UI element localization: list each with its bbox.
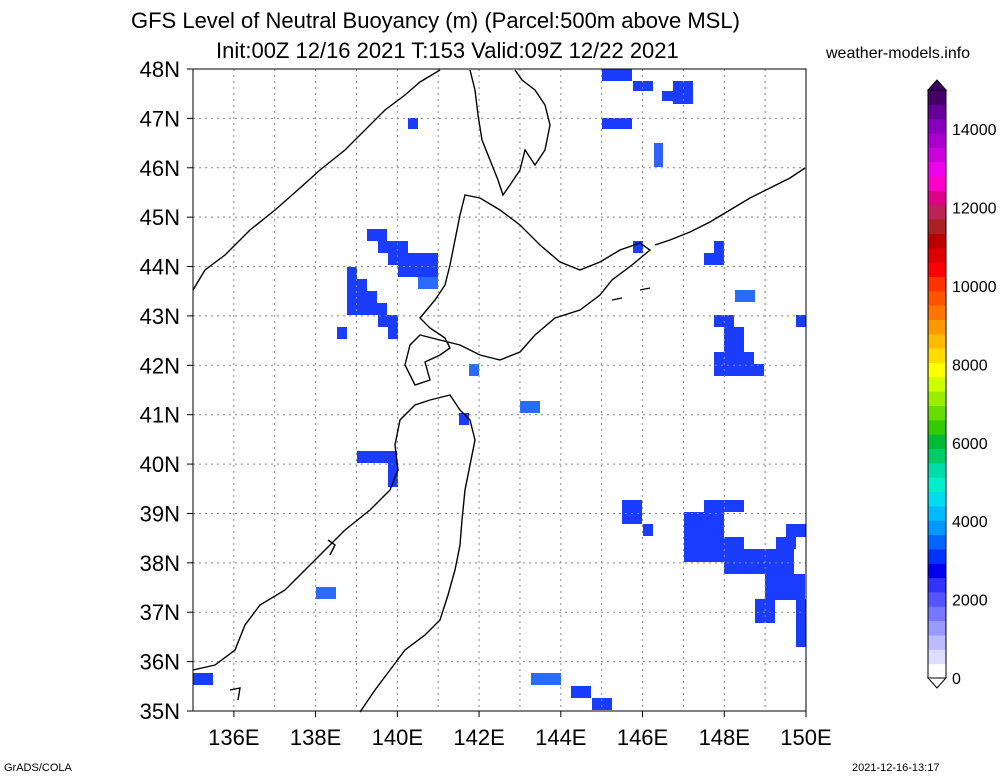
lat-label-48N: 48N	[140, 57, 180, 82]
lat-label-35N: 35N	[140, 699, 180, 724]
lat-label-36N: 36N	[140, 650, 180, 675]
map-gridlines	[193, 69, 806, 711]
lat-label-42N: 42N	[140, 353, 180, 378]
latitude-labels: 48N 47N 46N 45N 44N 43N 42N 41N 40N 39N 38N 37N 36N 3…	[140, 57, 193, 724]
lon-label-146E: 146E	[617, 725, 668, 750]
lon-label-140E: 140E	[372, 725, 423, 750]
lon-label-136E: 136E	[208, 725, 259, 750]
colorbar-label-14000: 14000	[952, 122, 997, 139]
lat-label-43N: 43N	[140, 304, 180, 329]
longitude-labels: 136E 138E 140E 142E 144E 146E 148E 150E	[208, 711, 832, 750]
lon-label-138E: 138E	[290, 725, 341, 750]
colorbar-label-0: 0	[952, 671, 961, 688]
lat-label-40N: 40N	[140, 452, 180, 477]
lon-label-150E: 150E	[780, 725, 831, 750]
footer-timestamp: 2021-12-16-13:17	[852, 762, 940, 774]
lat-label-37N: 37N	[140, 600, 180, 625]
colorbar-label-2000: 2000	[952, 593, 988, 610]
footer-credit: GrADS/COLA	[4, 762, 72, 774]
lat-label-38N: 38N	[140, 551, 180, 576]
lon-label-148E: 148E	[699, 725, 750, 750]
colorbar-label-10000: 10000	[952, 279, 997, 296]
lat-label-44N: 44N	[140, 255, 180, 280]
lon-label-144E: 144E	[535, 725, 586, 750]
map-frame	[192, 68, 807, 712]
lon-label-142E: 142E	[453, 725, 504, 750]
lat-label-46N: 46N	[140, 156, 180, 181]
colorbar-labels: 0 2000 4000 6000 8000 10000 12000 14000	[952, 122, 997, 688]
chart-title-line2: Init:00Z 12/16 2021 T:153 Valid:09Z 12/2…	[216, 38, 679, 63]
colorbar-label-12000: 12000	[952, 201, 997, 218]
chart-title-line1: GFS Level of Neutral Buoyancy (m) (Parce…	[131, 8, 740, 33]
colorbar-label-8000: 8000	[952, 357, 988, 374]
lat-label-41N: 41N	[140, 403, 180, 428]
lat-label-47N: 47N	[140, 106, 180, 131]
lat-label-39N: 39N	[140, 501, 180, 526]
coastlines	[192, 69, 806, 713]
site-credit: weather-models.info	[826, 45, 971, 62]
buoyancy-field	[193, 69, 806, 710]
lat-label-45N: 45N	[140, 205, 180, 230]
colorbar-label-6000: 6000	[952, 436, 988, 453]
colorbar	[926, 79, 948, 689]
colorbar-label-4000: 4000	[952, 514, 988, 531]
